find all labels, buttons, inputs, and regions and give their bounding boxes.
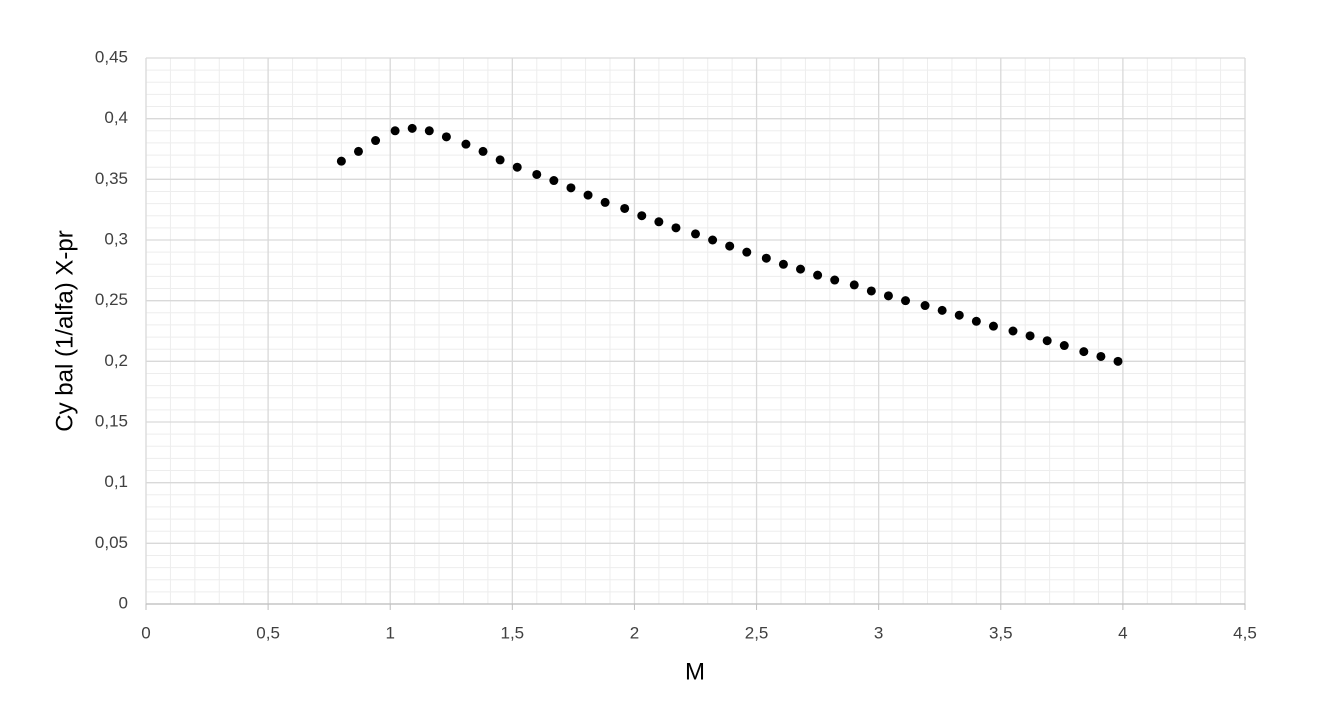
y-tick-label: 0,2 (104, 351, 128, 370)
point (441, 132, 451, 142)
point (512, 162, 522, 172)
point (866, 286, 876, 296)
point (920, 301, 930, 311)
point (583, 190, 593, 200)
point (478, 146, 488, 156)
point (988, 321, 998, 331)
x-tick-label: 4 (1118, 623, 1127, 642)
point (708, 235, 718, 245)
x-tick-label: 1 (385, 623, 394, 642)
x-tick-label: 0 (141, 623, 150, 642)
point (407, 123, 417, 133)
point (954, 310, 964, 320)
x-tick-label: 3,5 (989, 623, 1013, 642)
y-tick-label: 0,3 (104, 229, 128, 248)
point (901, 296, 911, 306)
point (1113, 356, 1123, 366)
point (600, 197, 610, 207)
point (637, 211, 647, 221)
point (390, 126, 400, 136)
point (424, 126, 434, 136)
x-axis-title: M (685, 658, 705, 685)
y-tick-label: 0 (119, 593, 128, 612)
point (830, 275, 840, 285)
point (742, 247, 752, 257)
point (796, 264, 806, 274)
y-tick-label: 0,35 (95, 169, 128, 188)
point (1042, 336, 1052, 346)
x-tick-label: 2 (630, 623, 639, 642)
point (849, 280, 859, 290)
point (691, 229, 700, 239)
y-tick-label: 0,1 (104, 472, 128, 491)
point (937, 305, 947, 315)
y-tick-label: 0,05 (95, 533, 128, 552)
point (566, 183, 576, 193)
point (725, 241, 735, 251)
point (461, 139, 471, 149)
point (495, 155, 505, 165)
x-tick-label: 2,5 (745, 623, 769, 642)
y-tick-label: 0,15 (95, 411, 128, 430)
x-tick-label: 1,5 (501, 623, 525, 642)
x-tick-label: 4,5 (1233, 623, 1257, 642)
point (971, 316, 981, 326)
point (671, 223, 681, 233)
point (1008, 326, 1018, 336)
point (336, 156, 346, 166)
point (1025, 331, 1035, 341)
x-tick-label: 0,5 (256, 623, 280, 642)
point (778, 259, 788, 269)
point (1079, 347, 1089, 357)
y-tick-label: 0,4 (104, 108, 128, 127)
x-tick-label: 3 (874, 623, 883, 642)
point (549, 176, 559, 186)
point (813, 270, 823, 280)
y-tick-label: 0,45 (95, 47, 128, 66)
point (883, 291, 893, 301)
point (620, 203, 630, 213)
y-axis-title: Cy bal (1/alfa) X-pr (51, 230, 78, 431)
point (1096, 351, 1106, 361)
point (761, 253, 771, 263)
point (654, 217, 664, 227)
point (353, 146, 363, 156)
point (532, 169, 542, 179)
point (1059, 341, 1069, 351)
point (371, 136, 381, 146)
y-tick-label: 0,25 (95, 290, 128, 309)
